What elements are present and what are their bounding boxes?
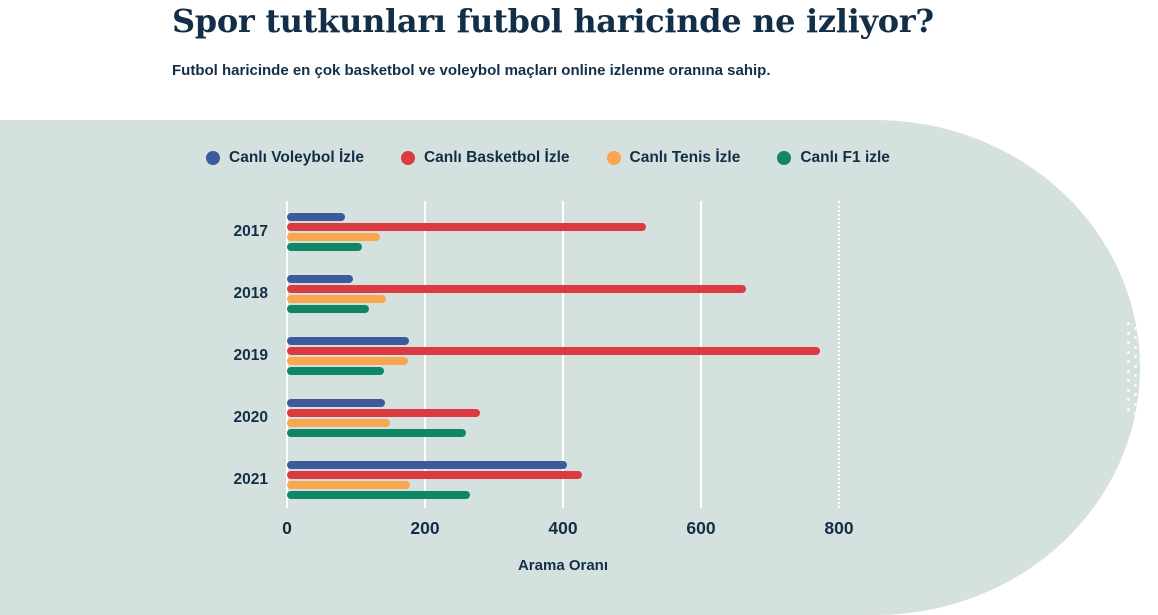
chart-legend: Canlı Voleybol İzle Canlı Basketbol İzle C… bbox=[206, 145, 890, 171]
legend-dot-icon bbox=[606, 151, 621, 165]
legend-dot-icon bbox=[400, 151, 415, 165]
axis-tick-label-200: 200 bbox=[410, 518, 440, 538]
bar-2018-canl-basketbol-i-zle bbox=[287, 285, 746, 293]
bar-2018-canl-f1-izle bbox=[287, 305, 369, 313]
axis-tick-label-600: 600 bbox=[686, 518, 716, 538]
page-subtitle: Futbol haricinde en çok basketbol ve vol… bbox=[172, 62, 771, 79]
legend-dot-icon bbox=[777, 151, 792, 165]
legend-label: Canlı F1 izle bbox=[800, 149, 890, 166]
x-axis-title: Arama Oranı bbox=[517, 557, 609, 574]
bar-2020-canl-voleybol-i-zle bbox=[287, 399, 385, 407]
bar-2018-canl-voleybol-i-zle bbox=[287, 275, 353, 283]
decor-dot-icon bbox=[1127, 331, 1130, 335]
category-label-2017: 2017 bbox=[233, 223, 268, 240]
decor-dot-icon bbox=[1134, 345, 1137, 349]
legend-item-2: Canlı Basketbol İzle bbox=[400, 149, 570, 167]
category-label-2020: 2020 bbox=[233, 409, 268, 426]
decor-dot-icon bbox=[1134, 393, 1137, 396]
bar-2020-canl-basketbol-i-zle bbox=[287, 409, 480, 417]
decor-dot-icon bbox=[1134, 336, 1137, 339]
decor-dot-icon bbox=[1127, 369, 1130, 373]
bar-2019-canl-tenis-i-zle bbox=[287, 357, 408, 365]
chart-panel bbox=[0, 120, 1140, 615]
decor-dot-icon bbox=[1134, 355, 1137, 358]
axis-tick-label-400: 400 bbox=[548, 518, 578, 538]
bar-2020-canl-tenis-i-zle bbox=[287, 419, 390, 427]
category-label-2021: 2021 bbox=[233, 471, 268, 488]
axis-tick-label-0: 0 bbox=[282, 518, 292, 538]
bar-2019-canl-f1-izle bbox=[287, 367, 384, 375]
bar-2019-canl-basketbol-i-zle bbox=[287, 347, 820, 355]
legend-label: Canlı Basketbol İzle bbox=[423, 149, 570, 166]
decor-dot-icon bbox=[1127, 341, 1130, 344]
decor-dot-icon bbox=[1134, 374, 1137, 377]
axis-tick-label-800: 800 bbox=[824, 518, 854, 538]
bar-2021-canl-voleybol-i-zle bbox=[287, 461, 567, 469]
decor-dot-icon bbox=[1134, 412, 1137, 415]
category-label-2019: 2019 bbox=[233, 347, 268, 364]
legend-label: Canlı Tenis İzle bbox=[629, 149, 741, 166]
gridline-0 bbox=[286, 201, 288, 508]
legend-dot-icon bbox=[206, 151, 220, 165]
bar-2017-canl-basketbol-i-zle bbox=[287, 223, 646, 231]
page-title: Spor tutkunları futbol haricinde ne izli… bbox=[172, 2, 934, 40]
gridline-800 bbox=[838, 201, 840, 508]
decor-dot-icon bbox=[1127, 322, 1130, 325]
bar-2021-canl-tenis-i-zle bbox=[287, 481, 410, 489]
decor-dot-icon bbox=[1134, 402, 1137, 406]
decor-dot-icon bbox=[1127, 398, 1130, 401]
bar-2021-canl-basketbol-i-zle bbox=[287, 471, 582, 479]
decor-dot-icon bbox=[1134, 326, 1137, 330]
legend-item-4: Canlı F1 izle bbox=[777, 149, 890, 167]
bar-2017-canl-voleybol-i-zle bbox=[287, 213, 345, 221]
legend-item-3: Canlı Tenis İzle bbox=[606, 149, 741, 167]
bar-2019-canl-voleybol-i-zle bbox=[287, 337, 409, 345]
decor-dot-icon bbox=[1127, 407, 1130, 411]
decor-dot-icon bbox=[1127, 388, 1130, 392]
decor-dot-icon bbox=[1134, 364, 1137, 368]
bar-2017-canl-f1-izle bbox=[287, 243, 362, 251]
legend-item-1: Canlı Voleybol İzle bbox=[206, 149, 364, 167]
bar-2018-canl-tenis-i-zle bbox=[287, 295, 386, 303]
decor-dot-icon bbox=[1127, 360, 1130, 363]
bar-2020-canl-f1-izle bbox=[287, 429, 466, 437]
category-label-2018: 2018 bbox=[233, 285, 268, 302]
decor-dot-icon bbox=[1134, 383, 1137, 387]
bar-2017-canl-tenis-i-zle bbox=[287, 233, 380, 241]
decor-dot-icon bbox=[1127, 379, 1130, 382]
legend-label: Canlı Voleybol İzle bbox=[229, 149, 364, 166]
decor-dot-icon bbox=[1127, 350, 1130, 354]
bar-2021-canl-f1-izle bbox=[287, 491, 470, 499]
